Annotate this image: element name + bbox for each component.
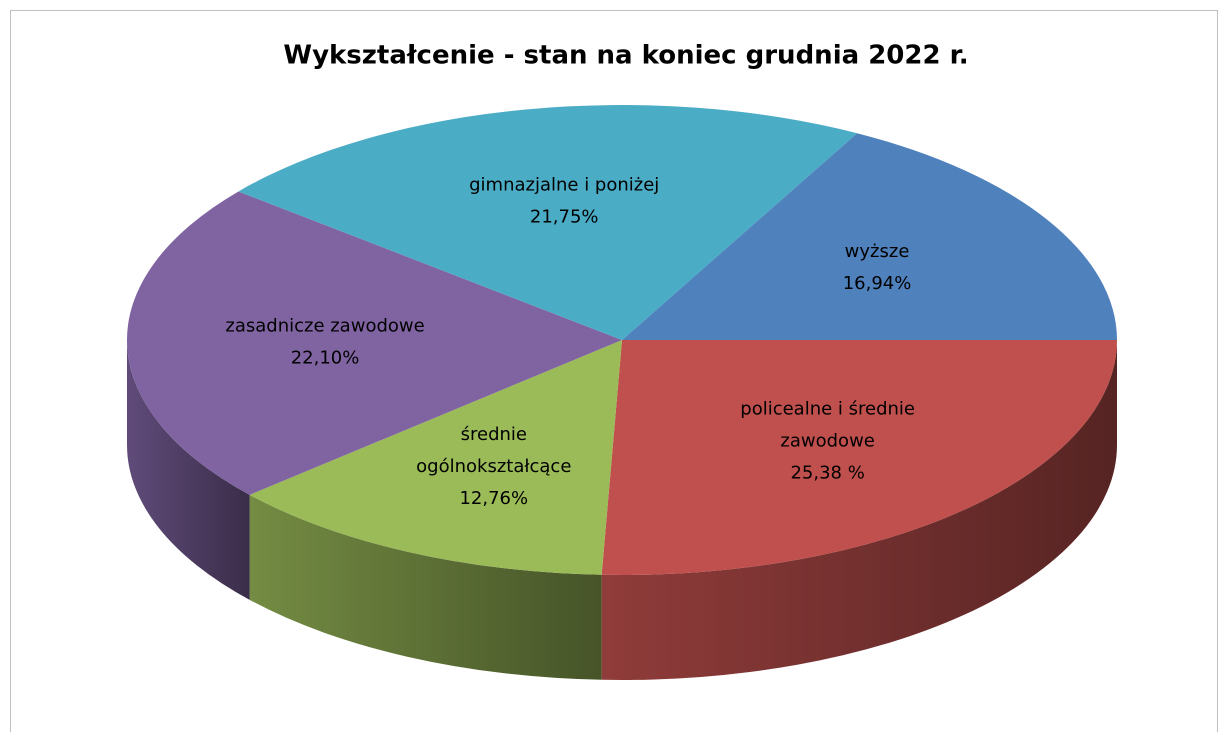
value-label: 22,10% bbox=[291, 347, 360, 368]
slice-label: średnie ogólnokształcące bbox=[416, 424, 571, 477]
value-label: 21,75% bbox=[530, 207, 599, 228]
label-line: zawodowe bbox=[780, 431, 874, 452]
value-label: 16,94% bbox=[843, 273, 912, 294]
value-label: 25,38 % bbox=[790, 463, 864, 484]
slice-label: zasadnicze zawodowe bbox=[225, 315, 424, 336]
label-line: policealne i średnie bbox=[740, 399, 915, 420]
label-line: ogólnokształcące bbox=[416, 456, 571, 477]
slice bbox=[601, 340, 1117, 575]
slice bbox=[238, 105, 858, 340]
slice-side bbox=[127, 340, 250, 600]
label-line: zasadnicze zawodowe bbox=[225, 315, 424, 336]
label-line: gimnazjalne i poniżej bbox=[469, 175, 659, 196]
slice-label: policealne i średnie zawodowe bbox=[740, 399, 915, 452]
chart-title: Wykształcenie - stan na koniec grudnia 2… bbox=[283, 41, 968, 71]
label-line: średnie bbox=[461, 424, 527, 445]
slice bbox=[622, 133, 1117, 340]
slice bbox=[126, 191, 622, 495]
label-line: wyższe bbox=[845, 241, 910, 262]
slice-label: gimnazjalne i poniżej bbox=[469, 175, 659, 196]
slice-label: wyższe bbox=[845, 241, 910, 262]
slice bbox=[249, 340, 622, 575]
slice-side bbox=[601, 340, 1117, 680]
value-label: 12,76% bbox=[459, 488, 528, 509]
slice-side bbox=[249, 494, 602, 680]
